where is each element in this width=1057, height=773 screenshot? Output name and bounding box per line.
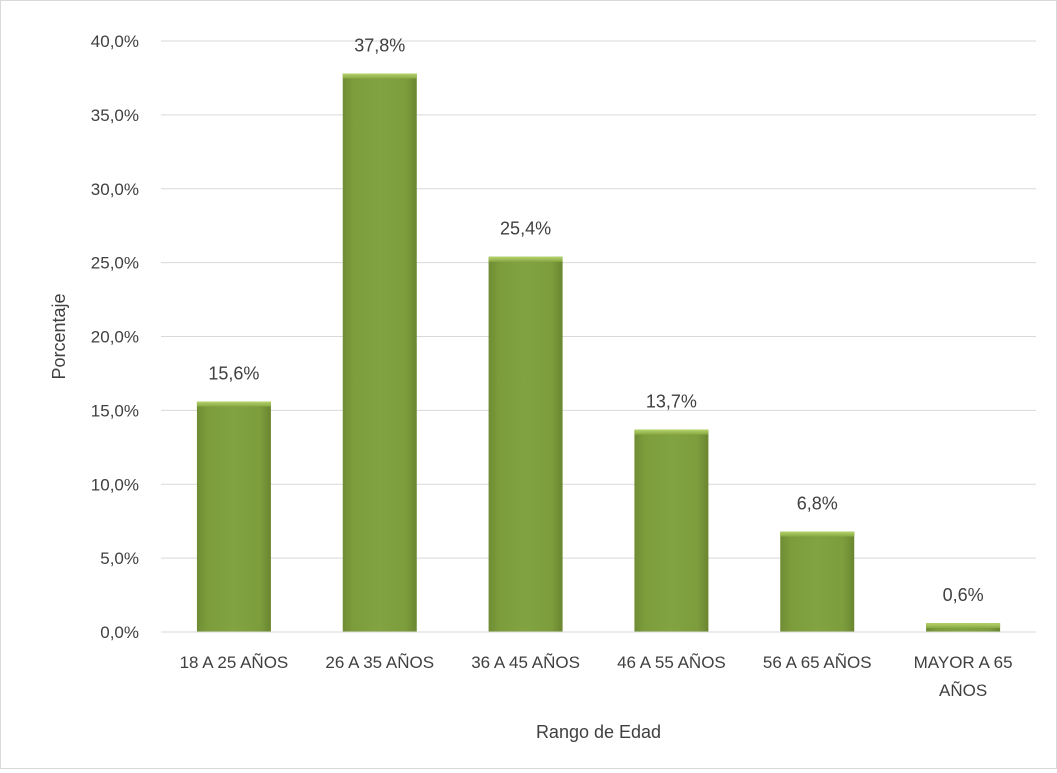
bars [196,73,1001,632]
data-label: 25,4% [500,219,551,239]
y-tick-label: 15,0% [91,401,139,420]
bar [196,401,271,632]
bar [342,73,417,632]
y-tick-label: 5,0% [100,549,139,568]
y-axis-ticks: 0,0% 5,0% 10,0% 15,0% 20,0% 25,0% 30,0% 35,0% 40… [91,32,139,642]
y-tick-label: 40,0% [91,32,139,51]
data-label: 13,7% [646,392,697,412]
x-tick-label: 46 A 55 AÑOS [617,653,726,672]
x-tick-label: 56 A 65 AÑOS [763,653,872,672]
bar [780,531,855,632]
bar-body [488,256,563,632]
y-tick-label: 30,0% [91,180,139,199]
bar-cap [488,256,563,262]
bar-cap [926,623,1001,629]
bar-body [634,429,709,632]
bar-cap [780,531,855,537]
y-axis-title: Porcentaje [49,293,69,379]
y-tick-label: 0,0% [100,623,139,642]
data-label: 0,6% [943,585,984,605]
bar-cap [342,73,417,79]
bar [488,256,563,632]
bar-body [196,401,271,632]
x-tick-label: 18 A 25 AÑOS [180,653,289,672]
x-tick-label: 36 A 45 AÑOS [471,653,580,672]
data-labels: 15,6% 37,8% 25,4% 13,7% 6,8% 0,6% [208,36,983,606]
x-axis-ticks: 18 A 25 AÑOS 26 A 35 AÑOS 36 A 45 AÑOS 46 A… [180,653,1013,700]
y-tick-label: 25,0% [91,254,139,273]
y-tick-label: 10,0% [91,475,139,494]
x-tick-label: 26 A 35 AÑOS [325,653,434,672]
bar-cap [634,429,709,435]
bar [926,623,1001,632]
y-tick-label: 35,0% [91,106,139,125]
bar [634,429,709,632]
gridlines [161,40,1036,559]
y-tick-label: 20,0% [91,328,139,347]
bar-body [780,531,855,632]
x-tick-label: MAYOR A 65 AÑOS [914,653,1013,700]
data-label: 37,8% [354,36,405,56]
data-label: 15,6% [208,364,259,384]
bar-cap [196,401,271,407]
bar-body [342,73,417,632]
x-axis-title: Rango de Edad [536,722,661,742]
data-label: 6,8% [797,494,838,514]
